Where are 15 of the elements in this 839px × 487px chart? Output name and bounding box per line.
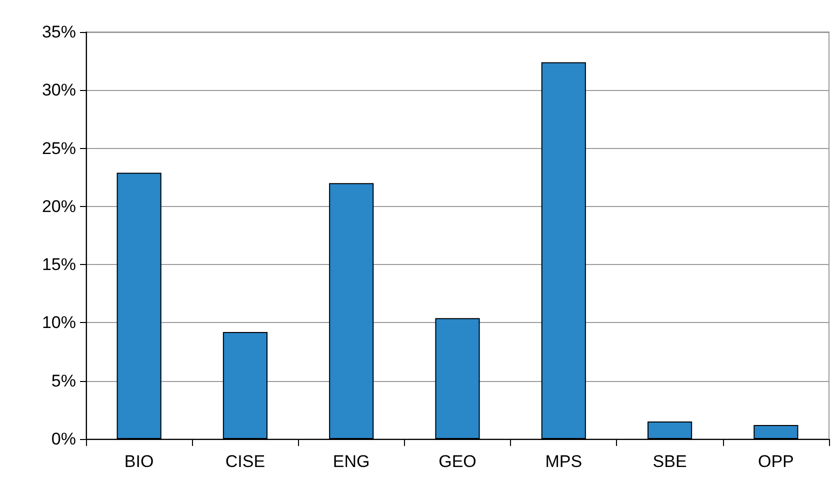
y-tick-label: 25%: [42, 138, 76, 158]
y-tick-label: 15%: [42, 255, 76, 274]
x-tick-label: MPS: [545, 452, 582, 471]
x-tick-label: OPP: [758, 452, 794, 471]
x-tick-label: BIO: [124, 452, 154, 471]
y-tick-label: 35%: [42, 22, 76, 42]
y-tick-label: 30%: [42, 80, 76, 100]
x-tick-label: SBE: [652, 452, 687, 471]
y-tick-label: 5%: [51, 371, 76, 390]
y-tick-label: 0%: [51, 430, 76, 448]
x-tick-label: ENG: [332, 452, 370, 471]
y-tick-label: 20%: [42, 196, 76, 216]
x-tick-label: CISE: [225, 452, 266, 471]
x-tick-label: GEO: [438, 452, 476, 471]
y-tick-label: 10%: [42, 313, 76, 332]
